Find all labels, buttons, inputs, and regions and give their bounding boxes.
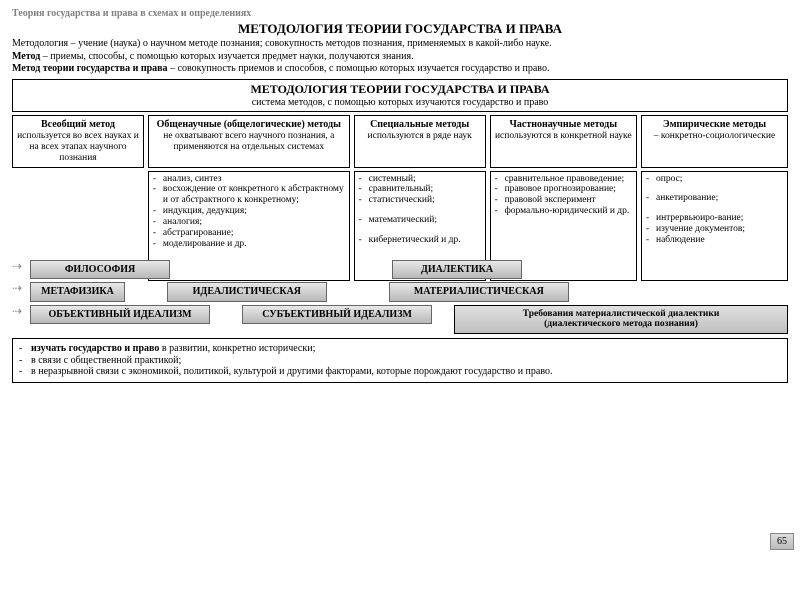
term-text: – учение (наука) о научном методе познан… [68, 38, 552, 49]
dialectic-button: ДИАЛЕКТИКА [392, 260, 522, 280]
breadcrumb: Теория государства и права в схемах и оп… [12, 8, 788, 20]
definition-1: Методология – учение (наука) о научном м… [12, 38, 788, 50]
philosophy-button: ФИЛОСОФИЯ [30, 260, 170, 280]
list-item: аналогия; [163, 217, 345, 228]
term: Методология [12, 38, 68, 49]
list-item: изучать государство и право в развитии, … [31, 343, 781, 355]
list-item: индукция, дедукция; [163, 206, 345, 217]
list-item: в связи с общественной практикой; [31, 355, 781, 367]
materialistic-button: МАТЕРИАЛИСТИЧЕСКАЯ [389, 282, 569, 302]
subj-idealism-button: СУБЪЕКТИВНЫЙ ИДЕАЛИЗМ [242, 305, 432, 325]
list-item: системный; [369, 174, 481, 185]
list-item: сравнительный; [369, 184, 481, 195]
list-item: изучение документов; [656, 224, 783, 235]
overlay-buttons: ⇢ ФИЛОСОФИЯ ДИАЛЕКТИКА ⇢ МЕТАФИЗИКА ИДЕА… [12, 260, 788, 335]
term: Метод [12, 51, 40, 62]
list-item: анализ, синтез [163, 174, 345, 185]
list-item: анкетирование; [656, 193, 783, 204]
list-item: правовое прогнозирование; [505, 184, 632, 195]
category-row: Всеобщий метод используется во всех наук… [12, 115, 788, 167]
list-item: моделирование и др. [163, 239, 345, 250]
arrow-icon: ⇢ [12, 305, 22, 319]
category-partial: Частнонаучные методы используются в конк… [490, 115, 637, 167]
list-item: наблюдение [656, 235, 783, 246]
list-item: кибернетический и др. [369, 235, 481, 246]
metaphysics-button: МЕТАФИЗИКА [30, 282, 125, 302]
list-item: формально-юридический и др. [505, 206, 632, 217]
list-item: опрос; [656, 174, 783, 185]
list-item: в неразрывной связи с экономикой, полити… [31, 366, 781, 378]
definition-2: Метод – приемы, способы, с помощью котор… [12, 51, 788, 63]
page-number: 65 [770, 533, 794, 551]
list-item: сравнительное правоведение; [505, 174, 632, 185]
bottom-requirements-list: изучать государство и право в развитии, … [12, 338, 788, 383]
category-special: Специальные методы используются в ряде н… [354, 115, 486, 167]
arrow-icon: ⇢ [12, 282, 22, 296]
list-item: восхождение от конкретного к абстрактном… [163, 184, 345, 206]
main-methodology-box: МЕТОДОЛОГИЯ ТЕОРИИ ГОСУДАРСТВА И ПРАВА с… [12, 79, 788, 112]
main-box-title: МЕТОДОЛОГИЯ ТЕОРИИ ГОСУДАРСТВА И ПРАВА [17, 83, 783, 97]
category-universal: Всеобщий метод используется во всех наук… [12, 115, 144, 167]
list-item: статистический; [369, 195, 481, 206]
list-item: абстрагирование; [163, 228, 345, 239]
category-general: Общенаучные (общелогические) методы не о… [148, 115, 350, 167]
definition-3: Метод теории государства и права – совок… [12, 63, 788, 75]
arrow-icon: ⇢ [12, 260, 22, 274]
idealistic-button: ИДЕАЛИСТИЧЕСКАЯ [167, 282, 327, 302]
list-item: интрервьюиро-вание; [656, 213, 783, 224]
list-item: математический; [369, 215, 481, 226]
list-item: правовой эксперимент [505, 195, 632, 206]
obj-idealism-button: ОБЪЕКТИВНЫЙ ИДЕАЛИЗМ [30, 305, 210, 325]
main-box-subtitle: система методов, с помощью которых изуча… [17, 97, 783, 109]
requirements-box: Требования материалистической диалектики… [454, 305, 788, 335]
category-empirical: Эмпирические методы – конкретно-социолог… [641, 115, 788, 167]
term: Метод теории государства и права [12, 63, 168, 74]
page-title: МЕТОДОЛОГИЯ ТЕОРИИ ГОСУДАРСТВА И ПРАВА [12, 22, 788, 37]
